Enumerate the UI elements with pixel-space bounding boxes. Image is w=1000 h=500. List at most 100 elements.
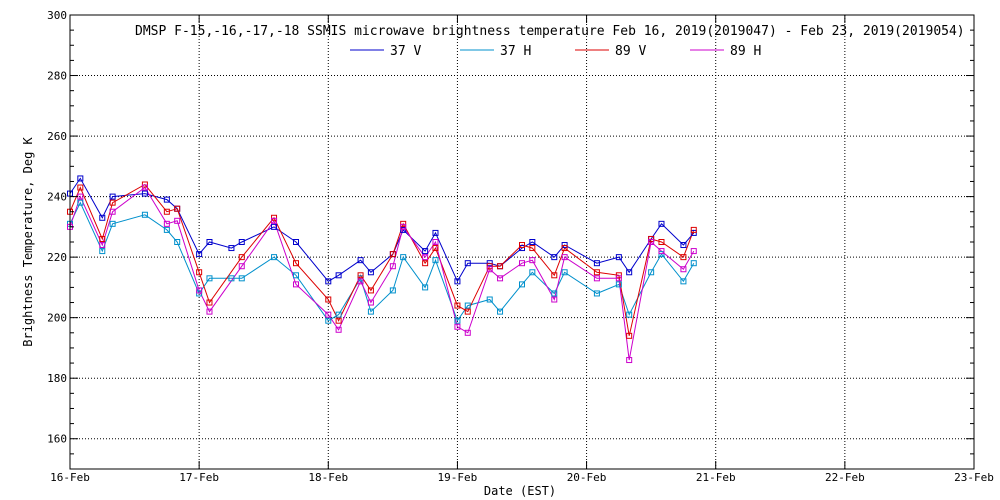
- data-point-89-h: [648, 239, 655, 245]
- data-point-89-v: [141, 181, 148, 188]
- data-point-37-v: [529, 239, 536, 245]
- data-point-89-v: [367, 287, 374, 294]
- data-point-37-h: [271, 254, 278, 261]
- data-point-89-v: [293, 260, 299, 267]
- data-point-89-h: [497, 275, 504, 282]
- data-point-89-v: [615, 272, 622, 279]
- data-point-89-h: [325, 311, 332, 318]
- data-point-89-h: [615, 275, 622, 282]
- data-point-37-h: [367, 308, 374, 315]
- data-point-89-v: [163, 208, 170, 215]
- data-point-89-v: [271, 214, 278, 221]
- data-point-37-h: [551, 290, 558, 297]
- data-point-37-h: [561, 269, 568, 276]
- data-point-37-h: [389, 287, 396, 294]
- data-point-37-h: [77, 199, 84, 206]
- data-point-37-v: [228, 245, 235, 252]
- data-point-89-v: [174, 205, 181, 212]
- data-point-89-v: [422, 260, 429, 267]
- data-point-89-h: [561, 254, 568, 261]
- data-point-37-h: [109, 220, 116, 227]
- plot-frame: [69, 14, 975, 470]
- data-point-37-v: [325, 278, 332, 285]
- data-point-37-v: [77, 175, 84, 182]
- data-point-89-v: [206, 299, 213, 306]
- series-line-37-v: [69, 177, 695, 283]
- data-point-37-h: [464, 302, 471, 309]
- data-point-37-v: [109, 193, 116, 200]
- data-point-37-h: [206, 275, 213, 282]
- data-point-89-v: [335, 317, 342, 324]
- data-point-37-h: [163, 226, 170, 233]
- data-point-89-v: [357, 272, 364, 279]
- y-tick-label: 180: [47, 372, 67, 385]
- data-point-89-h: [163, 220, 170, 227]
- data-point-37-v: [422, 248, 429, 255]
- data-point-37-v: [367, 269, 374, 276]
- data-point-89-h: [680, 266, 687, 273]
- data-point-37-v: [206, 239, 213, 245]
- data-point-37-h: [141, 211, 148, 218]
- y-tick-label: 220: [47, 251, 67, 264]
- data-point-89-v: [497, 263, 504, 270]
- y-tick-label: 200: [47, 312, 67, 325]
- data-point-37-h: [690, 260, 697, 267]
- data-point-89-v: [626, 332, 633, 339]
- x-axis-label: Date (EST): [484, 484, 556, 498]
- data-point-37-v: [690, 229, 697, 236]
- x-tick-label: 18-Feb: [308, 471, 348, 484]
- x-tick-label: 21-Feb: [696, 471, 736, 484]
- data-point-89-h: [593, 275, 600, 282]
- data-point-37-h: [335, 311, 342, 318]
- y-tick-label: 160: [47, 433, 67, 446]
- data-point-89-h: [690, 248, 697, 255]
- data-point-89-h: [464, 329, 471, 336]
- data-point-89-v: [325, 296, 332, 303]
- data-point-37-h: [325, 317, 332, 324]
- data-markers: [67, 175, 697, 364]
- data-point-89-v: [432, 245, 439, 252]
- data-point-89-v: [400, 220, 407, 227]
- data-point-37-h: [454, 317, 461, 324]
- data-point-37-h: [238, 275, 245, 282]
- grid-lines: [70, 15, 974, 469]
- data-point-89-v: [658, 239, 665, 245]
- data-point-89-h: [486, 266, 493, 273]
- x-tick-label: 23-Feb: [954, 471, 994, 484]
- y-tick-label: 300: [47, 9, 67, 22]
- data-point-37-v: [163, 196, 170, 203]
- data-point-89-h: [206, 308, 213, 315]
- x-tick-label: 20-Feb: [567, 471, 607, 484]
- data-point-89-h: [238, 263, 245, 270]
- data-point-89-v: [593, 269, 600, 276]
- data-point-37-v: [357, 257, 364, 264]
- data-point-37-h: [422, 284, 429, 291]
- axis-ticks: 16-Feb 17-Feb 18-Feb 19-Feb 20-Feb 21-Feb 22-F…: [47, 9, 994, 484]
- data-point-89-v: [680, 254, 687, 261]
- x-tick-label: 19-Feb: [438, 471, 478, 484]
- data-point-37-v: [551, 254, 558, 261]
- data-point-89-h: [99, 242, 106, 249]
- data-point-89-v: [486, 263, 493, 270]
- data-point-89-v: [690, 226, 697, 233]
- data-point-89-h: [432, 239, 439, 245]
- data-point-37-h: [293, 272, 299, 279]
- data-point-37-h: [357, 275, 364, 282]
- data-point-89-h: [335, 326, 342, 333]
- data-point-37-h: [519, 281, 525, 288]
- data-point-89-h: [422, 254, 429, 261]
- data-point-89-h: [367, 299, 374, 306]
- data-point-89-h: [454, 323, 461, 330]
- data-point-37-v: [626, 269, 633, 276]
- data-point-37-v: [141, 190, 148, 197]
- x-tick-label: 22-Feb: [825, 471, 865, 484]
- data-point-37-v: [519, 245, 525, 252]
- data-point-37-v: [196, 251, 203, 258]
- data-point-37-v: [615, 254, 622, 261]
- data-point-89-v: [389, 251, 396, 258]
- data-point-89-v: [454, 302, 461, 309]
- data-point-89-v: [109, 199, 116, 206]
- x-tick-label: 16-Feb: [50, 471, 90, 484]
- legend-label-37-v: 37 V: [390, 44, 421, 59]
- data-point-37-v: [486, 260, 493, 267]
